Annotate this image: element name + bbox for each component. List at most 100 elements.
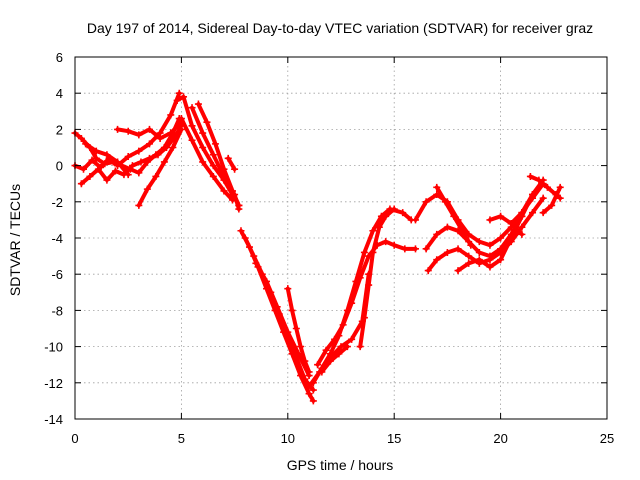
y-tick-label: -12 [44, 376, 63, 391]
data-point [209, 151, 217, 159]
x-tick-label: 25 [600, 431, 614, 446]
data-point [441, 198, 449, 206]
y-tick-label: 4 [56, 86, 63, 101]
x-tick-label: 5 [178, 431, 185, 446]
y-tick-label: -2 [51, 195, 63, 210]
series-track-28 [539, 183, 564, 217]
data-point [163, 144, 171, 151]
data-point [173, 96, 181, 104]
data-point [309, 386, 317, 394]
data-point [77, 180, 85, 188]
data-point [203, 118, 211, 126]
data-point [301, 375, 309, 383]
data-point [458, 227, 466, 235]
data-point [454, 245, 462, 253]
y-tick-label: 0 [56, 159, 63, 174]
data-point [548, 201, 556, 209]
y-tick-label: -4 [51, 231, 63, 246]
data-point [556, 183, 564, 191]
data-point [556, 194, 564, 202]
series-track-15 [284, 285, 313, 376]
data-point [539, 194, 547, 202]
data-point [103, 176, 111, 184]
data-point [475, 256, 483, 264]
data-point [422, 198, 430, 206]
data-point [475, 248, 483, 256]
data-point [211, 140, 219, 148]
data-point [114, 158, 122, 166]
data-point [228, 187, 236, 195]
data-point [486, 216, 494, 224]
data-point [188, 104, 196, 112]
x-tick-labels: 0 5 10 15 20 25 [71, 431, 614, 446]
data-point [322, 346, 330, 354]
data-point [433, 230, 441, 238]
chart-title: Day 197 of 2014, Sidereal Day-to-day VTE… [87, 20, 593, 36]
data-point [339, 321, 347, 329]
data-point [535, 176, 543, 184]
data-point [169, 144, 177, 151]
data-point [167, 111, 175, 119]
series-line [509, 181, 546, 226]
x-axis-label: GPS time / hours [287, 457, 394, 473]
series-track-05 [135, 125, 185, 209]
data-point [241, 234, 249, 242]
data-point [228, 196, 236, 204]
data-point [356, 343, 364, 351]
series-line [196, 102, 241, 208]
series-line [136, 127, 184, 208]
data-point [305, 368, 313, 376]
data-point [292, 325, 300, 332]
data-point [401, 245, 409, 253]
data-point [326, 357, 334, 365]
data-point [467, 241, 475, 249]
series-line [358, 207, 397, 349]
data-point [188, 122, 196, 130]
data-point [252, 259, 260, 267]
series-line [73, 91, 182, 172]
data-point [309, 397, 317, 405]
grid [75, 57, 607, 419]
series-track-10 [177, 115, 236, 204]
series-line [311, 207, 414, 385]
data-point [175, 89, 183, 97]
data-point [82, 140, 90, 148]
data-point [124, 153, 132, 161]
data-point [326, 350, 334, 358]
data-point [382, 238, 390, 246]
data-point [518, 230, 526, 238]
data-point [135, 201, 143, 209]
data-point [529, 194, 537, 202]
data-point [399, 209, 407, 217]
data-point [145, 154, 153, 162]
data-point [348, 299, 356, 307]
data-point [309, 379, 317, 387]
data-point [507, 234, 515, 242]
x-tick-label: 10 [281, 431, 295, 446]
series-line [319, 344, 350, 374]
data-point [443, 223, 451, 231]
data-series [71, 89, 564, 405]
series-line [253, 261, 312, 378]
data-point [411, 216, 419, 224]
data-point [80, 165, 88, 173]
series-track-17 [309, 205, 415, 387]
data-point [284, 285, 292, 293]
series-track-26 [486, 212, 526, 238]
data-point [297, 343, 305, 351]
data-point [337, 343, 345, 351]
data-point [101, 160, 109, 168]
data-point [433, 256, 441, 264]
data-point [199, 144, 207, 151]
data-point [77, 134, 85, 142]
data-point [156, 134, 164, 142]
data-point [526, 172, 534, 180]
y-tick-label: 2 [56, 122, 63, 137]
data-point [422, 245, 430, 253]
data-point [497, 234, 505, 242]
data-point [497, 212, 505, 220]
data-point [343, 343, 351, 351]
data-point [360, 248, 368, 256]
data-point [543, 183, 551, 191]
